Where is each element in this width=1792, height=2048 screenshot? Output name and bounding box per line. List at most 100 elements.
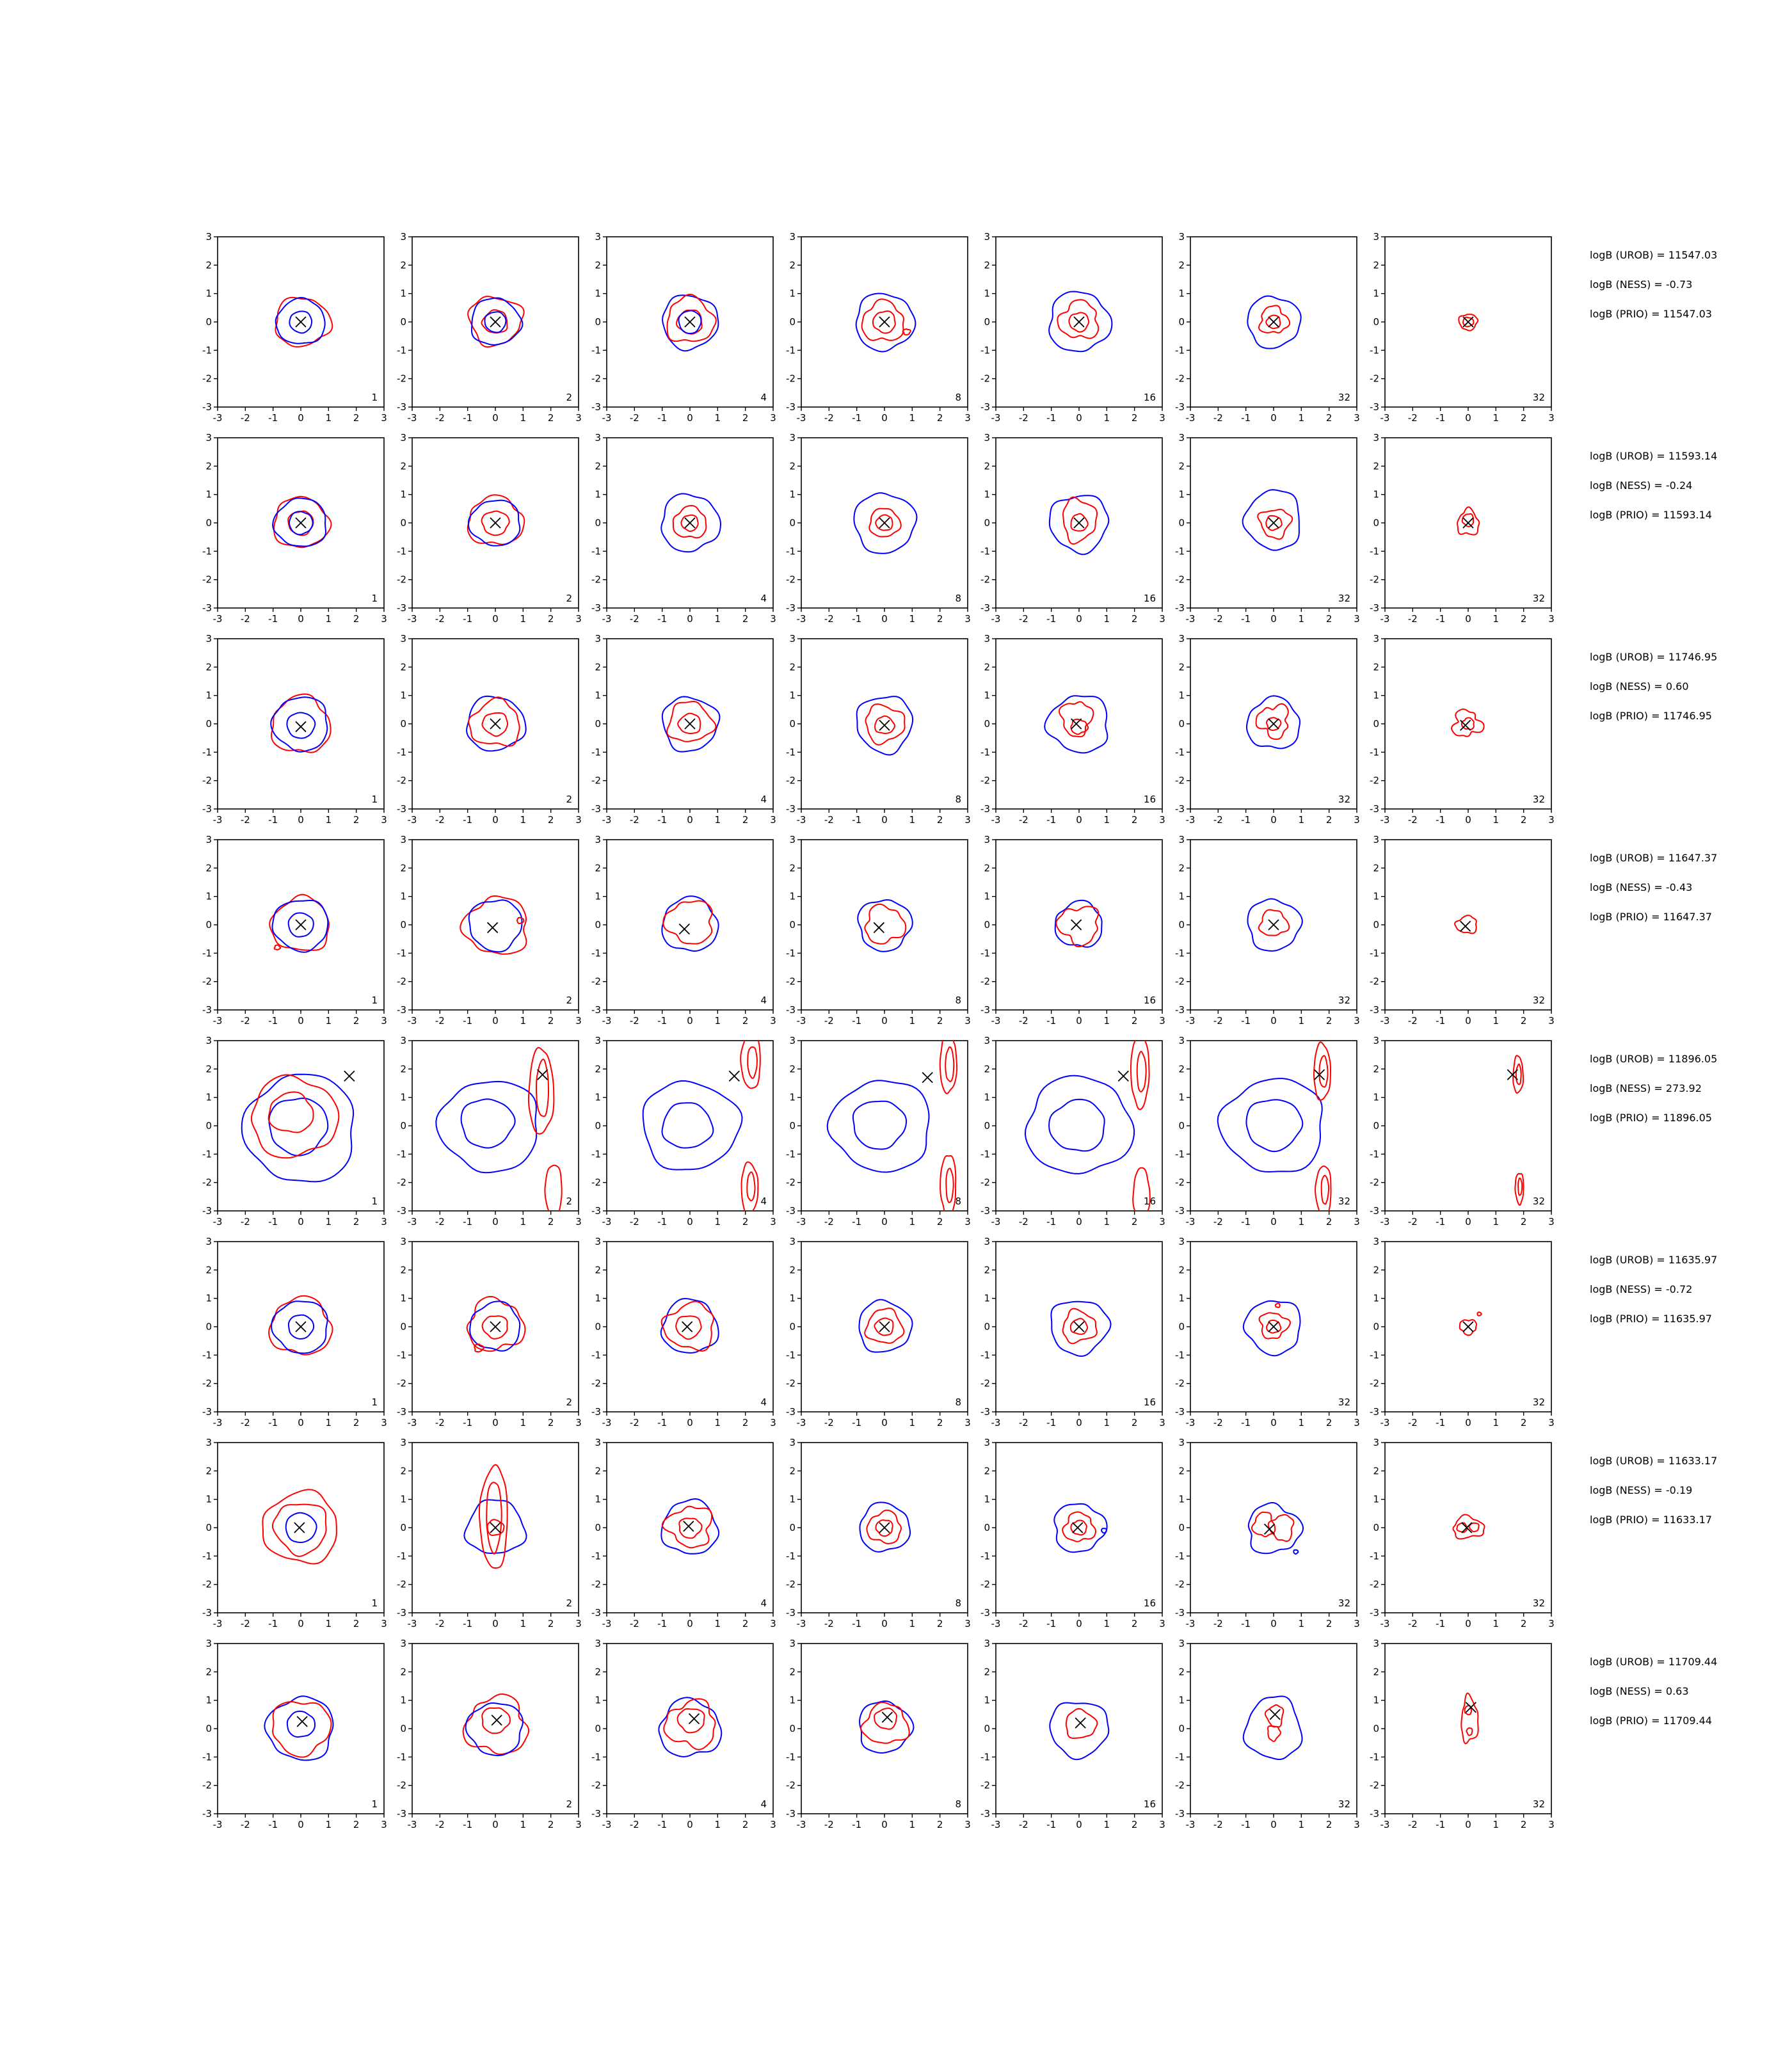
x-tick-label: -2 bbox=[1408, 1417, 1418, 1428]
subplot-r6-c2: -3 -2 -1 0 1 2 3 -3 -2 -1 0 1 2 3 2 bbox=[390, 1236, 585, 1437]
y-tick-label: -3 bbox=[786, 1004, 796, 1016]
corner-label: 2 bbox=[566, 794, 572, 805]
y-tick-label: -2 bbox=[1175, 976, 1185, 988]
y-tick-label: 1 bbox=[1373, 288, 1379, 300]
contour-blue bbox=[286, 1710, 316, 1738]
x-marker bbox=[487, 922, 499, 934]
x-tick-label: -3 bbox=[408, 1015, 417, 1027]
x-tick-label: 2 bbox=[353, 613, 360, 625]
contour-red bbox=[1251, 1511, 1276, 1538]
x-tick-label: -2 bbox=[241, 1015, 250, 1027]
x-tick-label: 2 bbox=[1326, 1618, 1332, 1629]
annotation-line: logB (UROB) = 11896.05 bbox=[1590, 1053, 1718, 1065]
x-tick-label: 3 bbox=[770, 1819, 776, 1830]
contour-blue bbox=[1053, 1503, 1108, 1553]
y-tick-label: 0 bbox=[1373, 1522, 1379, 1533]
y-tick-label: -1 bbox=[202, 1751, 212, 1763]
y-tick-label: 3 bbox=[595, 1236, 601, 1247]
x-tick-label: 3 bbox=[575, 1618, 582, 1629]
x-tick-label: -2 bbox=[241, 1819, 250, 1830]
annotation-block-row-7: logB (UROB) = 11633.17 logB (NESS) = -0.1… bbox=[1590, 1446, 1788, 1535]
x-tick-label: -1 bbox=[1046, 814, 1056, 826]
x-tick-label: 1 bbox=[520, 814, 527, 826]
y-tick-label: -3 bbox=[786, 401, 796, 413]
x-tick-label: 0 bbox=[492, 1618, 499, 1629]
y-tick-label: 2 bbox=[205, 1264, 212, 1276]
x-tick-label: 2 bbox=[353, 1819, 360, 1830]
x-tick-label: 2 bbox=[742, 1819, 749, 1830]
contour-red bbox=[1258, 305, 1291, 334]
y-tick-label: 0 bbox=[595, 517, 601, 529]
y-tick-label: 1 bbox=[205, 891, 212, 902]
x-tick-label: 2 bbox=[742, 1015, 749, 1027]
contour-red bbox=[1466, 1727, 1473, 1736]
corner-label: 1 bbox=[371, 995, 378, 1006]
x-tick-label: -2 bbox=[435, 1417, 445, 1428]
x-tick-label: -1 bbox=[1241, 814, 1251, 826]
x-tick-label: 1 bbox=[520, 412, 527, 424]
y-tick-label: 0 bbox=[1373, 718, 1379, 730]
x-tick-label: -1 bbox=[1046, 1417, 1056, 1428]
x-tick-label: 0 bbox=[1076, 814, 1082, 826]
x-tick-label: 2 bbox=[1521, 412, 1527, 424]
x-tick-label: -1 bbox=[1436, 1417, 1445, 1428]
x-tick-label: 1 bbox=[715, 1819, 721, 1830]
y-tick-label: -3 bbox=[397, 401, 406, 413]
contour-red bbox=[474, 1343, 485, 1353]
y-tick-label: 3 bbox=[789, 433, 796, 444]
x-tick-label: -3 bbox=[1186, 1819, 1196, 1830]
corner-label: 4 bbox=[760, 1196, 767, 1207]
axes-box bbox=[412, 1643, 579, 1814]
y-tick-label: 0 bbox=[1373, 316, 1379, 328]
x-tick-label: -3 bbox=[1380, 1618, 1390, 1629]
x-tick-label: 0 bbox=[1076, 1618, 1082, 1629]
contour-red bbox=[661, 1505, 713, 1549]
corner-label: 4 bbox=[760, 794, 767, 805]
contour-blue bbox=[289, 310, 313, 334]
x-tick-label: -2 bbox=[824, 1216, 834, 1228]
contour-red bbox=[939, 1041, 958, 1094]
y-tick-label: 0 bbox=[205, 1321, 212, 1332]
contour-red bbox=[1065, 1708, 1098, 1740]
x-tick-label: -3 bbox=[213, 1618, 223, 1629]
x-tick-label: -1 bbox=[1046, 412, 1056, 424]
x-tick-label: -2 bbox=[1213, 613, 1223, 625]
contour-blue bbox=[465, 1702, 524, 1757]
contour-red bbox=[1320, 1174, 1330, 1205]
y-tick-label: 0 bbox=[1178, 517, 1185, 529]
y-tick-label: 3 bbox=[1178, 835, 1185, 845]
x-tick-label: 2 bbox=[1521, 1015, 1527, 1027]
contour-blue bbox=[466, 695, 527, 752]
contour-blue bbox=[1293, 1549, 1299, 1555]
x-tick-label: -3 bbox=[1380, 1015, 1390, 1027]
x-tick-label: 2 bbox=[1521, 1417, 1527, 1428]
x-tick-label: -3 bbox=[797, 613, 806, 625]
y-tick-label: -2 bbox=[397, 1780, 406, 1791]
y-tick-label: 2 bbox=[595, 460, 601, 472]
contour-blue bbox=[1242, 1300, 1301, 1357]
x-tick-label: 1 bbox=[520, 1618, 527, 1629]
x-tick-label: 1 bbox=[326, 814, 332, 826]
x-tick-label: -3 bbox=[1186, 1417, 1196, 1428]
x-tick-label: -1 bbox=[1436, 613, 1445, 625]
x-tick-label: 3 bbox=[381, 412, 387, 424]
contour-red bbox=[1130, 1041, 1150, 1110]
subplot-grid: -3 -2 -1 0 1 2 3 -3 -2 -1 0 1 2 3 1 -3 -2 -1 0 1 2 3 -3 -2 -1 0 1 2… bbox=[196, 231, 1558, 1839]
x-tick-label: -1 bbox=[1046, 1819, 1056, 1830]
corner-label: 2 bbox=[566, 1798, 572, 1810]
contour-red bbox=[1458, 314, 1479, 332]
x-tick-label: 2 bbox=[1326, 1216, 1332, 1228]
x-marker bbox=[295, 919, 307, 931]
x-tick-label: 0 bbox=[492, 1216, 499, 1228]
x-tick-label: -1 bbox=[657, 1216, 667, 1228]
x-tick-label: -3 bbox=[797, 1216, 806, 1228]
y-tick-label: -1 bbox=[980, 1148, 990, 1160]
contour-red bbox=[1132, 1167, 1151, 1211]
contour-blue bbox=[857, 899, 913, 952]
x-tick-label: 3 bbox=[1159, 1015, 1165, 1027]
y-tick-label: -3 bbox=[980, 1205, 990, 1217]
contour-blue bbox=[660, 493, 721, 553]
